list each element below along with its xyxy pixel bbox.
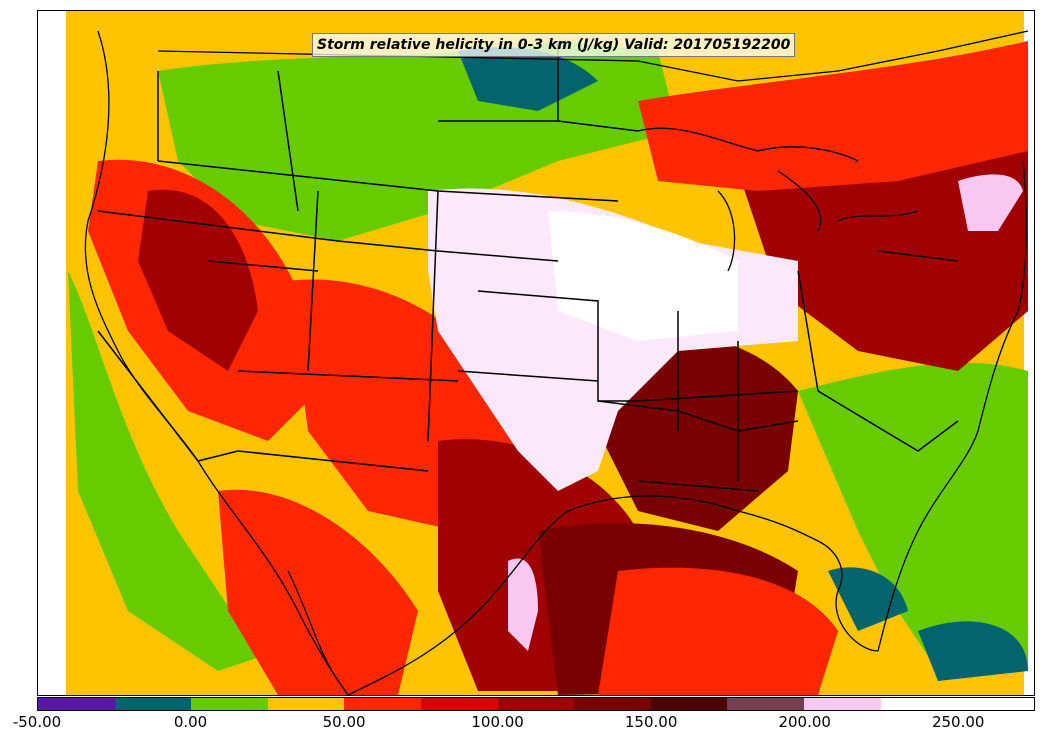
state-boundaries xyxy=(97,41,959,492)
colorbar-segment xyxy=(344,698,422,710)
colorbar-tick-label: 50.00 xyxy=(322,713,366,731)
helicity-map xyxy=(38,11,1034,695)
colorbar-tick-label: 150.00 xyxy=(624,713,678,731)
colorbar-segment xyxy=(497,698,575,710)
colorbar-segment xyxy=(191,698,268,710)
plot-margin-left xyxy=(38,11,66,695)
colorbar-segment xyxy=(267,698,345,710)
colorbar-segment xyxy=(957,698,1034,710)
teal-region-southeast xyxy=(918,621,1028,681)
colorbar-segment xyxy=(574,698,651,710)
colorbar-tick-label: 200.00 xyxy=(778,713,831,731)
colorbar-tick-label: 0.00 xyxy=(173,713,208,731)
teal-region-gulf xyxy=(828,567,908,631)
white-core-texas xyxy=(508,558,538,651)
white-core-iowa xyxy=(548,211,738,341)
green-region-southeast xyxy=(798,362,1028,671)
colorbar-segment xyxy=(421,698,498,710)
colorbar-segment xyxy=(38,698,115,710)
colorbar-segment xyxy=(650,698,728,710)
darkred-region-nevada xyxy=(138,189,258,371)
coastlines xyxy=(84,30,1029,695)
colorbar-tick-label: 250.00 xyxy=(931,713,985,731)
plot-margin-right xyxy=(1024,11,1034,695)
colorbar-segment xyxy=(804,698,881,710)
red-region-northeast xyxy=(638,41,1028,191)
colorbar-segment xyxy=(727,698,805,710)
colorbar-tick-labels: -50.00 0.00 50.00 100.00 150.00 200.00 250.00 xyxy=(13,713,1035,743)
colorbar-tick-label: -50.00 xyxy=(12,713,62,731)
green-region-west xyxy=(68,271,278,671)
white-core-eastcoast xyxy=(958,174,1023,231)
colorbar-tick-label: 100.00 xyxy=(471,713,524,731)
map-title: Storm relative helicity in 0-3 km (J/kg)… xyxy=(312,33,796,57)
colorbar-segment xyxy=(114,698,192,710)
teal-region-north xyxy=(458,47,598,111)
colorbar-segment xyxy=(880,698,958,710)
red-region-gulf xyxy=(598,567,838,695)
colorbar xyxy=(37,697,1035,711)
map-panel: Storm relative helicity in 0-3 km (J/kg)… xyxy=(37,10,1035,696)
red-region-mexico xyxy=(218,489,418,695)
